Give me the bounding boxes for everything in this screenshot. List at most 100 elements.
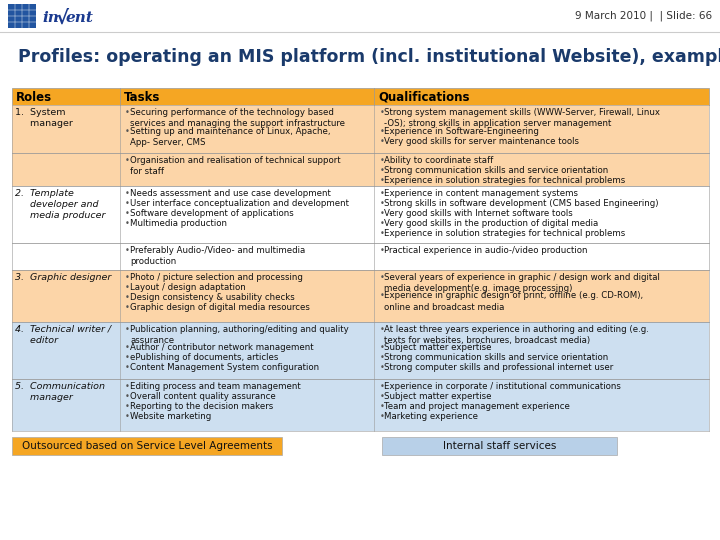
Bar bbox=[12, 243, 709, 270]
Text: Several years of experience in graphic / design work and digital
media developme: Several years of experience in graphic /… bbox=[384, 273, 660, 293]
Text: Tasks: Tasks bbox=[124, 91, 161, 104]
Text: Layout / design adaptation: Layout / design adaptation bbox=[130, 283, 246, 292]
Text: 9 March 2010 |  | Slide: 66: 9 March 2010 | | Slide: 66 bbox=[575, 11, 712, 21]
Text: •: • bbox=[125, 108, 130, 117]
Text: •: • bbox=[379, 325, 384, 334]
Text: •: • bbox=[125, 402, 130, 411]
Bar bbox=[12, 186, 709, 243]
Text: 1.  System
     manager: 1. System manager bbox=[15, 108, 73, 128]
Text: ePublishing of documents, articles: ePublishing of documents, articles bbox=[130, 354, 279, 362]
Text: Experience in Software-Engineering: Experience in Software-Engineering bbox=[384, 126, 539, 136]
Text: •: • bbox=[379, 176, 384, 185]
Text: •: • bbox=[125, 199, 130, 208]
Text: •: • bbox=[379, 189, 384, 198]
Text: •: • bbox=[125, 354, 130, 362]
Bar bbox=[12, 437, 282, 455]
Text: Outsourced based on Service Level Agreements: Outsourced based on Service Level Agreem… bbox=[22, 441, 272, 451]
Text: •: • bbox=[379, 354, 384, 362]
Text: •: • bbox=[379, 363, 384, 373]
Bar bbox=[12, 322, 709, 379]
Text: Strong system management skills (WWW-Server, Firewall, Linux
-OS); strong skills: Strong system management skills (WWW-Ser… bbox=[384, 108, 660, 128]
Text: √: √ bbox=[55, 9, 68, 28]
Text: •: • bbox=[125, 325, 130, 334]
Text: Practical experience in audio-/video production: Practical experience in audio-/video pro… bbox=[384, 246, 588, 255]
Text: Team and project management experience: Team and project management experience bbox=[384, 402, 570, 411]
Text: •: • bbox=[125, 303, 130, 312]
Text: •: • bbox=[125, 126, 130, 136]
Bar bbox=[12, 88, 709, 105]
Bar bbox=[8, 4, 36, 28]
Text: •: • bbox=[379, 392, 384, 401]
Text: Graphic design of digital media resources: Graphic design of digital media resource… bbox=[130, 303, 310, 312]
Text: •: • bbox=[125, 246, 130, 255]
Text: Experience in content management systems: Experience in content management systems bbox=[384, 189, 578, 198]
Text: •: • bbox=[125, 293, 130, 302]
Text: •: • bbox=[379, 219, 384, 228]
Text: •: • bbox=[379, 382, 384, 391]
Text: Preferably Audio-/Video- and multimedia
production: Preferably Audio-/Video- and multimedia … bbox=[130, 246, 305, 266]
Text: Website marketing: Website marketing bbox=[130, 412, 211, 421]
Text: Very good skills for server maintenance tools: Very good skills for server maintenance … bbox=[384, 137, 580, 145]
Text: User interface conceptualization and development: User interface conceptualization and dev… bbox=[130, 199, 349, 208]
Text: •: • bbox=[125, 363, 130, 373]
Text: Organisation and realisation of technical support
for staff: Organisation and realisation of technica… bbox=[130, 156, 341, 176]
Text: •: • bbox=[379, 292, 384, 300]
Text: ent: ent bbox=[65, 11, 93, 25]
Text: Ability to coordinate staff: Ability to coordinate staff bbox=[384, 156, 494, 165]
Text: •: • bbox=[379, 137, 384, 145]
Text: Qualifications: Qualifications bbox=[379, 91, 470, 104]
Bar bbox=[382, 437, 617, 455]
Text: Editing process and team management: Editing process and team management bbox=[130, 382, 301, 391]
Text: Experience in solution strategies for technical problems: Experience in solution strategies for te… bbox=[384, 176, 626, 185]
Text: Profiles: operating an MIS platform (incl. institutional Website), example: Profiles: operating an MIS platform (inc… bbox=[18, 48, 720, 66]
Text: Very good skills in the production of digital media: Very good skills in the production of di… bbox=[384, 219, 599, 228]
Text: •: • bbox=[379, 209, 384, 218]
Text: Subject matter expertise: Subject matter expertise bbox=[384, 343, 492, 353]
Text: Very good skills with Internet software tools: Very good skills with Internet software … bbox=[384, 209, 573, 218]
Text: in: in bbox=[42, 11, 59, 25]
Text: Subject matter expertise: Subject matter expertise bbox=[384, 392, 492, 401]
Text: •: • bbox=[125, 343, 130, 353]
Text: •: • bbox=[379, 166, 384, 175]
Text: •: • bbox=[379, 402, 384, 411]
Text: •: • bbox=[379, 273, 384, 282]
Text: Experience in corporate / institutional communications: Experience in corporate / institutional … bbox=[384, 382, 621, 391]
Text: Software development of applications: Software development of applications bbox=[130, 209, 294, 218]
Text: Internal staff services: Internal staff services bbox=[443, 441, 556, 451]
Text: •: • bbox=[125, 209, 130, 218]
Bar bbox=[12, 105, 709, 153]
Bar bbox=[12, 379, 709, 431]
Text: •: • bbox=[125, 382, 130, 391]
Text: •: • bbox=[379, 126, 384, 136]
Text: Strong communication skills and service orientation: Strong communication skills and service … bbox=[384, 166, 608, 175]
Text: •: • bbox=[379, 246, 384, 255]
Text: •: • bbox=[379, 412, 384, 421]
Text: Content Management System configuration: Content Management System configuration bbox=[130, 363, 319, 373]
Bar bbox=[12, 270, 709, 322]
Text: Setting up and maintenance of Linux, Apache,
App- Server, CMS: Setting up and maintenance of Linux, Apa… bbox=[130, 126, 330, 146]
Text: Securing performance of the technology based
services and managing the support i: Securing performance of the technology b… bbox=[130, 108, 345, 128]
Text: Experience in solution strategies for technical problems: Experience in solution strategies for te… bbox=[384, 229, 626, 238]
Text: 2.  Template
     developer and
     media producer: 2. Template developer and media producer bbox=[15, 189, 105, 220]
Text: •: • bbox=[379, 343, 384, 353]
Text: •: • bbox=[125, 156, 130, 165]
Text: Reporting to the decision makers: Reporting to the decision makers bbox=[130, 402, 274, 411]
Text: •: • bbox=[379, 108, 384, 117]
Text: Strong computer skills and professional internet user: Strong computer skills and professional … bbox=[384, 363, 613, 373]
Text: Roles: Roles bbox=[16, 91, 52, 104]
Text: •: • bbox=[125, 392, 130, 401]
Text: 3.  Graphic designer: 3. Graphic designer bbox=[15, 273, 112, 282]
Text: Design consistency & usability checks: Design consistency & usability checks bbox=[130, 293, 294, 302]
Text: •: • bbox=[379, 199, 384, 208]
Text: Strong communication skills and service orientation: Strong communication skills and service … bbox=[384, 354, 608, 362]
Text: At least three years experience in authoring and editing (e.g.
texts for website: At least three years experience in autho… bbox=[384, 325, 649, 345]
Text: Publication planning, authoring/editing and quality
assurance: Publication planning, authoring/editing … bbox=[130, 325, 348, 345]
Text: •: • bbox=[125, 412, 130, 421]
Text: •: • bbox=[379, 229, 384, 238]
Text: Overall content quality assurance: Overall content quality assurance bbox=[130, 392, 276, 401]
Text: 5.  Communication
     manager: 5. Communication manager bbox=[15, 382, 105, 402]
Text: Multimedia production: Multimedia production bbox=[130, 219, 227, 228]
Text: 4.  Technical writer /
     editor: 4. Technical writer / editor bbox=[15, 325, 111, 345]
Text: •: • bbox=[379, 156, 384, 165]
Text: •: • bbox=[125, 219, 130, 228]
